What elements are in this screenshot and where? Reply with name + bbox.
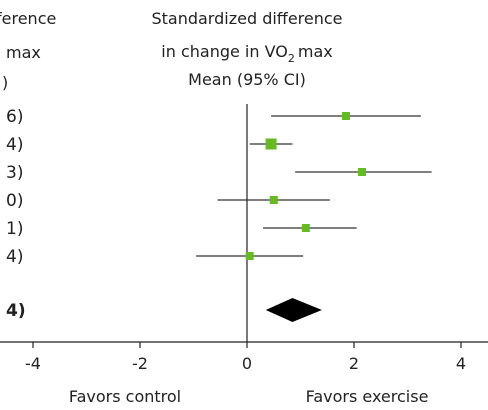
chart-title-line-3: Mean (95% CI) xyxy=(188,70,306,89)
x-tick-label: -2 xyxy=(132,354,148,373)
summary-diamond xyxy=(265,298,322,322)
x-tick-label: 0 xyxy=(242,354,252,373)
study-point-estimate xyxy=(301,224,310,232)
axis-layer xyxy=(0,104,488,343)
study-point-estimate xyxy=(341,112,350,120)
x-tick-label: 4 xyxy=(456,354,466,373)
study-row-label: 3) xyxy=(6,163,23,183)
left-header-line-2: max xyxy=(6,43,41,62)
chart-title-line-1: Standardized difference xyxy=(151,9,342,28)
title-subscript: 2 xyxy=(288,52,295,65)
study-row-label: 0) xyxy=(6,191,23,211)
title-max-text: max xyxy=(298,42,333,61)
study-row-label: 4) xyxy=(6,135,23,155)
xlabel-favors-control: Favors control xyxy=(69,387,181,406)
xlabel-favors-exercise: Favors exercise xyxy=(306,387,429,406)
study-row-label: 4) xyxy=(6,247,23,267)
study-point-estimate xyxy=(265,138,277,150)
study-row-label: 6) xyxy=(6,107,23,127)
summary-row-label: 4) xyxy=(6,301,26,321)
left-header-line-3: ) xyxy=(2,73,8,92)
x-tick-label: -4 xyxy=(25,354,41,373)
x-tick-labels: -4 -2 0 2 4 xyxy=(25,342,466,373)
study-point-estimate xyxy=(358,168,367,176)
study-rows: 6) 4) 3) 0) 1) 4) 4) xyxy=(6,107,432,322)
title-vo-text: in change in VO xyxy=(161,42,288,61)
left-header-line-1: ference xyxy=(0,9,56,28)
chart-title-line-2: in change in VO2 max xyxy=(161,42,332,65)
study-point-estimate xyxy=(269,196,278,204)
study-point-estimate xyxy=(245,252,254,260)
x-tick-label: 2 xyxy=(349,354,359,373)
study-row-label: 1) xyxy=(6,219,23,239)
